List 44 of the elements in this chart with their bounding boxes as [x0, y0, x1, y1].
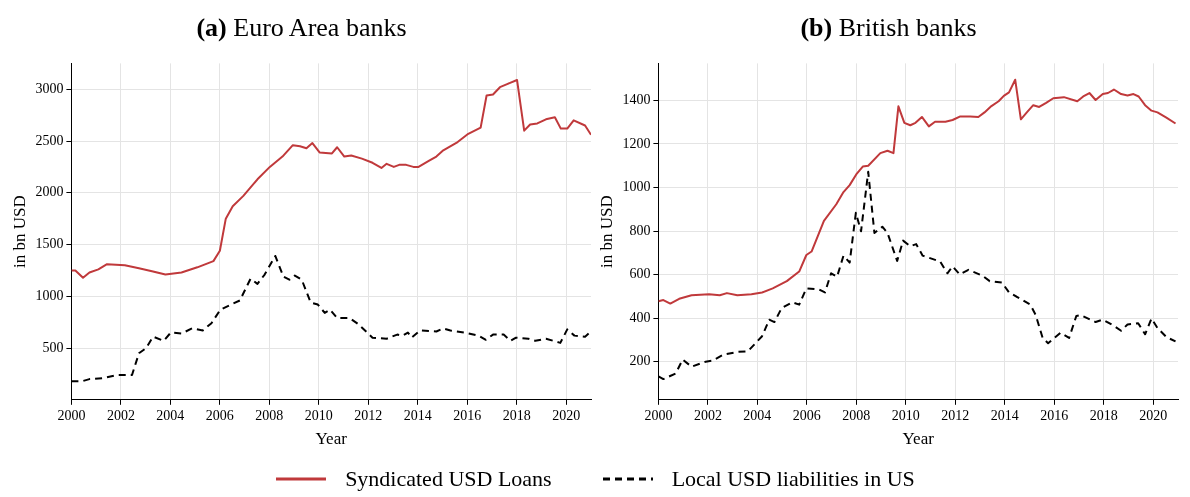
- y-tick-label: 1500: [35, 236, 64, 252]
- x-tick-label: 2004: [156, 407, 185, 423]
- x-tick-label: 2006: [792, 407, 821, 423]
- x-axis-title: Year: [315, 429, 348, 449]
- x-tick-label: 2004: [743, 407, 772, 423]
- x-tick-label: 2008: [255, 407, 284, 423]
- x-tick-label: 2010: [891, 407, 920, 423]
- x-tick-label: 2018: [1089, 407, 1118, 423]
- x-tick-label: 2012: [354, 407, 383, 423]
- x-tick-label: 2006: [205, 407, 234, 423]
- x-tick-label: 2002: [693, 407, 722, 423]
- y-tick-label: 1400: [622, 92, 651, 108]
- x-tick-label: 2008: [842, 407, 871, 423]
- x-tick-label: 2000: [644, 407, 673, 423]
- x-tick-label: 2020: [552, 407, 581, 423]
- legend-label: Local USD liabilities in US: [671, 466, 915, 492]
- x-tick-label: 2020: [1139, 407, 1168, 423]
- y-tick-label: 600: [629, 266, 651, 282]
- chart-title: (a) Euro Area banks: [196, 13, 407, 42]
- y-tick-label: 1000: [622, 179, 651, 195]
- x-tick-label: 2012: [941, 407, 970, 423]
- x-tick-label: 2016: [453, 407, 482, 423]
- y-axis-title: in bn USD: [9, 195, 29, 268]
- y-tick-label: 2500: [35, 132, 64, 148]
- line-series: [71, 254, 591, 383]
- x-tick-label: 2000: [57, 407, 86, 423]
- chart-title: (b) British banks: [800, 13, 977, 42]
- x-axis-title: Year: [902, 429, 935, 449]
- y-tick-label: 2000: [35, 184, 64, 200]
- y-tick-label: 1200: [622, 135, 651, 151]
- legend-label: Syndicated USD Loans: [345, 466, 552, 492]
- x-tick-label: 2002: [106, 407, 135, 423]
- x-tick-label: 2016: [1040, 407, 1069, 423]
- y-tick-label: 1000: [35, 287, 64, 303]
- y-tick-label: 200: [629, 353, 651, 369]
- x-tick-label: 2014: [403, 407, 432, 423]
- x-tick-label: 2010: [304, 407, 333, 423]
- y-tick-label: 500: [42, 339, 64, 355]
- y-tick-label: 3000: [35, 80, 64, 96]
- y-axis-title: in bn USD: [596, 195, 616, 268]
- x-tick-label: 2018: [502, 407, 531, 423]
- x-tick-label: 2014: [990, 407, 1019, 423]
- y-tick-label: 400: [629, 309, 651, 325]
- y-tick-label: 800: [629, 222, 651, 238]
